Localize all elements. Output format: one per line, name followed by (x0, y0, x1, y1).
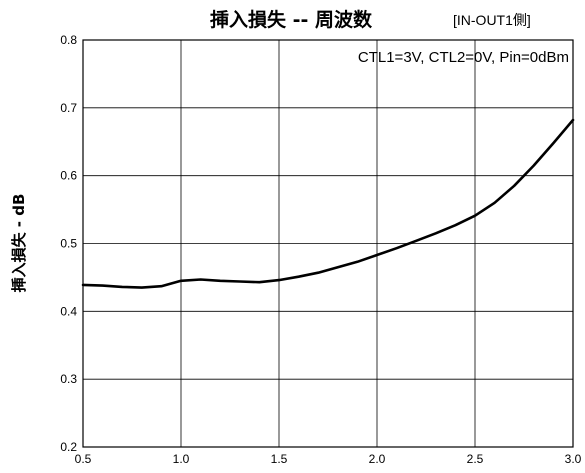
chart-subtitle: [IN-OUT1側] (453, 12, 531, 28)
x-tick-label: 2.0 (369, 452, 386, 466)
y-tick-label: 0.2 (60, 440, 77, 454)
x-tick-label: 3.0 (565, 452, 582, 466)
y-tick-label: 0.8 (60, 33, 77, 47)
plot-frame (82, 39, 574, 448)
x-tick-label: 2.5 (467, 452, 484, 466)
chart-title: 挿入損失 -- 周波数 (210, 8, 373, 31)
y-tick-label: 0.6 (60, 169, 77, 183)
y-axis-label: 挿入損失 - dB (10, 194, 28, 293)
x-tick-label: 0.5 (75, 452, 92, 466)
x-tick-label: 1.5 (271, 452, 288, 466)
y-tick-label: 0.5 (60, 237, 77, 251)
y-tick-label: 0.4 (60, 304, 77, 318)
condition-annotation: CTL1=3V, CTL2=0V, Pin=0dBm (358, 49, 569, 66)
x-tick-label: 1.0 (173, 452, 190, 466)
y-tick-label: 0.3 (60, 372, 77, 386)
grid (83, 40, 573, 447)
y-tick-label: 0.7 (60, 101, 77, 115)
tick-labels: 0.5 1.0 1.5 2.0 2.5 3.0 0.2 0.3 0.4 0.5 0.6 0.7 0.8 (60, 33, 581, 466)
series-line-insertion-loss (81, 118, 575, 289)
